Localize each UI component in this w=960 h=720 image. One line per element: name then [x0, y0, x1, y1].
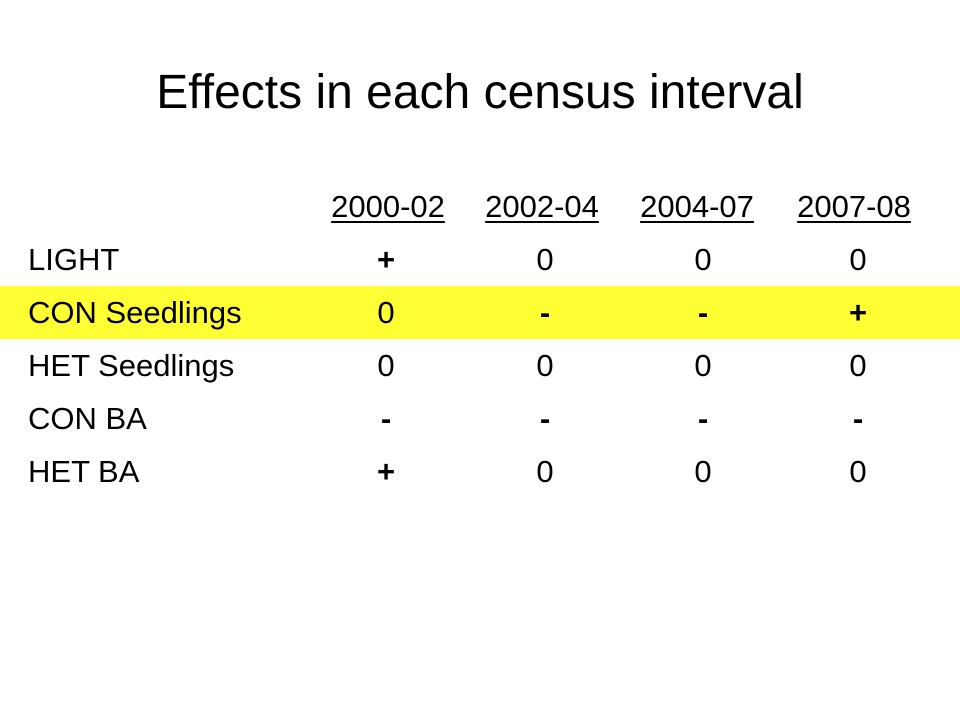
interval-header-2004-07: 2004-07: [640, 189, 754, 224]
table-row-het-ba: HET BA + 0 0 0: [0, 445, 960, 498]
row-label: CON Seedlings: [28, 295, 242, 330]
effect-cell: +: [376, 454, 396, 489]
row-label: HET Seedlings: [28, 348, 235, 383]
effect-cell: 0: [377, 348, 395, 383]
interval-header-2002-04: 2002-04: [485, 189, 599, 224]
table-row-con-ba: CON BA - - - -: [0, 392, 960, 445]
header-row: 2000-02 2002-04 2004-07 2007-08: [0, 180, 960, 233]
slide-title: Effects in each census interval: [156, 66, 804, 119]
effect-cell: +: [848, 295, 868, 330]
row-label: LIGHT: [28, 242, 120, 277]
effect-cell: 0: [694, 242, 712, 277]
effect-cell: 0: [536, 454, 554, 489]
effect-cell: +: [376, 242, 396, 277]
effects-table: 2000-02 2002-04 2004-07 2007-08 LIGHT + …: [0, 180, 960, 498]
row-label: HET BA: [28, 454, 140, 489]
table-row-het-seedlings: HET Seedlings 0 0 0 0: [0, 339, 960, 392]
table-row-light: LIGHT + 0 0 0: [0, 233, 960, 286]
table-row-con-seedlings: CON Seedlings 0 - - +: [0, 286, 960, 339]
effect-cell: -: [697, 401, 709, 436]
effect-cell: 0: [536, 348, 554, 383]
effect-cell: -: [697, 295, 709, 330]
effect-cell: -: [539, 401, 551, 436]
effect-cell: 0: [694, 348, 712, 383]
effect-cell: 0: [694, 454, 712, 489]
effect-cell: 0: [536, 242, 554, 277]
effect-cell: -: [539, 295, 551, 330]
effect-cell: 0: [377, 295, 395, 330]
row-label: CON BA: [28, 401, 147, 436]
effect-cell: 0: [849, 348, 867, 383]
effect-cell: -: [380, 401, 392, 436]
interval-header-2007-08: 2007-08: [797, 189, 911, 224]
effect-cell: 0: [849, 242, 867, 277]
effect-cell: 0: [849, 454, 867, 489]
effect-cell: -: [852, 401, 864, 436]
interval-header-2000-02: 2000-02: [331, 189, 445, 224]
